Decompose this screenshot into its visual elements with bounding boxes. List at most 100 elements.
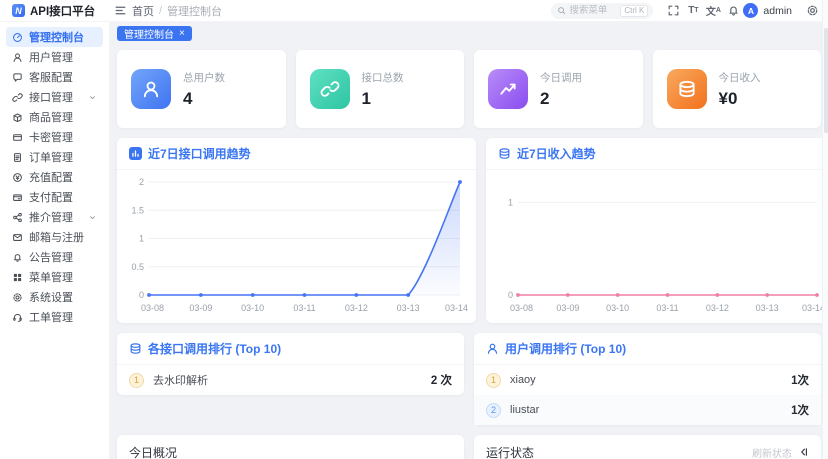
rank-name: 去水印解析 (153, 375, 208, 387)
svg-text:03-09: 03-09 (189, 303, 212, 313)
svg-text:03-08: 03-08 (510, 303, 533, 313)
svg-text:03-10: 03-10 (241, 303, 264, 313)
ranking-row[interactable]: 1 xiaoy 1次 (474, 365, 821, 395)
username[interactable]: admin (763, 4, 792, 17)
tab-bar: 管理控制台 × (117, 26, 821, 41)
running-status-card: 运行状态 刷新状态 (474, 435, 821, 459)
income-trend-line-chart: 0 1 03-08 03-09 03-10 03-11 03-12 03-13 03-14 (486, 170, 828, 319)
card-title: 今日概况 (129, 445, 178, 459)
stat-cards: 总用户数 4 接口总数 1 今日调用 2 今日收入 ¥0 (117, 50, 821, 128)
stat-value: 2 (540, 88, 550, 108)
rank-name: liustar (510, 404, 540, 416)
svg-text:03-11: 03-11 (293, 303, 315, 313)
bell-icon (12, 252, 23, 263)
document-icon (12, 152, 23, 163)
stat-value: 4 (183, 88, 193, 108)
ranking-card-interfaces: 各接口调用排行 (Top 10) 1 去水印解析 2 次 (117, 333, 464, 395)
main-content: 管理控制台 × 总用户数 4 接口总数 1 今日调用 2 (110, 22, 828, 459)
notification-bell-icon[interactable] (723, 1, 743, 21)
chart-title-row: 近7日接口调用趋势 (117, 138, 476, 170)
sidebar-item-referral[interactable]: 推介管理 (6, 207, 103, 227)
sidebar-collapse-icon[interactable] (110, 1, 130, 21)
box-icon (12, 112, 23, 123)
link-icon (12, 92, 23, 103)
sidebar-item-support[interactable]: 客服配置 (6, 67, 103, 87)
ranking-list: 1 xiaoy 1次 2 liustar 1次 (474, 365, 821, 425)
chart-card-income-trend: 近7日收入趋势 0 1 03-08 03-09 03-10 03-11 03-12 03-13… (486, 138, 828, 323)
gear-icon (12, 292, 23, 303)
ranking-title-row: 各接口调用排行 (Top 10) (117, 333, 464, 365)
refresh-status-button[interactable]: 刷新状态 (752, 448, 792, 459)
sidebar-item-tickets[interactable]: 工单管理 (6, 307, 103, 327)
sidebar-item-users[interactable]: 用户管理 (6, 47, 103, 67)
sidebar-item-recharge[interactable]: 充值配置 (6, 167, 103, 187)
sidebar-item-system[interactable]: 系统设置 (6, 287, 103, 307)
search-box[interactable]: Ctrl K (551, 2, 654, 19)
users-icon (131, 69, 171, 109)
user-icon (12, 52, 23, 63)
rank-count: 1次 (791, 375, 809, 387)
stat-card-total-interfaces: 接口总数 1 (295, 50, 464, 128)
ranking-row[interactable]: 1 去水印解析 2 次 (117, 365, 464, 395)
sidebar-item-mail-register[interactable]: 邮箱与注册 (6, 227, 103, 247)
link-icon (309, 69, 350, 109)
coins-icon (666, 69, 707, 109)
card-title-row: 运行状态 刷新状态 (474, 435, 821, 459)
scrollbar-thumb[interactable] (824, 28, 828, 133)
chevron-down-icon (88, 93, 97, 102)
rank-count: 1次 (791, 405, 809, 417)
sidebar-item-dashboard[interactable]: 管理控制台 (6, 27, 103, 47)
ranking-title: 各接口调用排行 (Top 10) (148, 342, 282, 356)
svg-text:03-13: 03-13 (756, 303, 779, 313)
ranking-list: 1 去水印解析 2 次 (117, 365, 464, 395)
breadcrumb-current: 管理控制台 (167, 5, 223, 18)
rank-badge: 1 (486, 372, 501, 388)
breadcrumb-home[interactable]: 首页 (132, 5, 154, 18)
sidebar: 管理控制台 用户管理 客服配置 接口管理 商品管理 卡密管理 订单管理 充值配置… (0, 22, 110, 459)
ranking-row[interactable]: 2 liustar 1次 (474, 395, 821, 425)
rankings-row: 各接口调用排行 (Top 10) 1 去水印解析 2 次 用户调用排行 (Top… (117, 333, 821, 425)
sidebar-item-menus[interactable]: 菜单管理 (6, 267, 103, 287)
stat-card-today-income: 今日收入 ¥0 (652, 50, 821, 128)
rank-badge: 1 (129, 372, 144, 388)
app-title: API接口平台 (30, 5, 96, 18)
breadcrumb-separator: / (159, 4, 163, 17)
collapse-panel-icon[interactable] (797, 446, 809, 458)
trend-icon (488, 69, 528, 109)
ranking-title: 用户调用排行 (Top 10) (505, 342, 627, 356)
svg-text:1.5: 1.5 (131, 205, 144, 215)
tab-dashboard[interactable]: 管理控制台 × (117, 26, 192, 41)
svg-text:03-14: 03-14 (445, 303, 468, 313)
tab-close-icon[interactable]: × (179, 27, 185, 39)
sidebar-item-payment[interactable]: 支付配置 (6, 187, 103, 207)
card-title-row: 今日概况 (117, 435, 464, 459)
svg-text:03-13: 03-13 (397, 303, 420, 313)
card-title: 运行状态 (486, 445, 535, 459)
search-input[interactable] (569, 5, 618, 16)
today-overview-card: 今日概况 (117, 435, 464, 459)
sidebar-item-orders[interactable]: 订单管理 (6, 147, 103, 167)
svg-text:03-10: 03-10 (606, 303, 629, 313)
sidebar-item-products[interactable]: 商品管理 (6, 107, 103, 127)
bar-chart-icon (129, 147, 142, 160)
sidebar-item-interfaces[interactable]: 接口管理 (6, 87, 103, 107)
search-icon (557, 6, 566, 15)
mail-icon (12, 232, 23, 243)
sidebar-item-announcements[interactable]: 公告管理 (6, 247, 103, 267)
svg-text:0.5: 0.5 (131, 262, 144, 272)
avatar[interactable]: A (743, 3, 759, 18)
svg-text:1: 1 (139, 234, 144, 244)
app-logo[interactable]: N API接口平台 (0, 3, 110, 19)
chart-card-calls-trend: 近7日接口调用趋势 0 0.5 1 1.5 2 03-08 03-09 03-10 03-11 0… (117, 138, 476, 323)
fullscreen-icon[interactable] (663, 1, 683, 21)
sidebar-item-cardkeys[interactable]: 卡密管理 (6, 127, 103, 147)
settings-gear-icon[interactable] (802, 1, 822, 21)
chart-title: 近7日收入趋势 (517, 147, 596, 161)
ranking-title-row: 用户调用排行 (Top 10) (474, 333, 821, 365)
stat-value: ¥0 (718, 88, 738, 108)
scrollbar-track[interactable] (822, 0, 828, 459)
coins-icon (129, 342, 142, 355)
chevron-down-icon (88, 213, 97, 222)
